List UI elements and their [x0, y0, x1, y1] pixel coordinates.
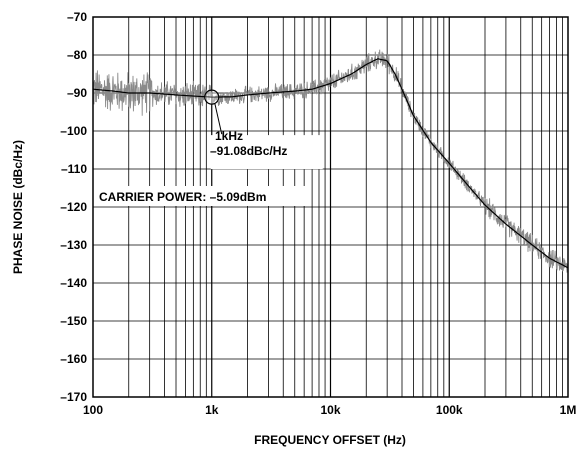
- x-tick-label: 100k: [436, 403, 463, 417]
- annotations: 1kHz –91.08dBc/Hz CARRIER POWER: –5.09dB…: [95, 89, 323, 206]
- carrier-power-label: CARRIER POWER: –5.09dBm: [99, 190, 266, 204]
- plot-frame: [92, 16, 569, 398]
- y-tick-label: –120: [60, 200, 87, 214]
- x-tick-label: 10k: [320, 403, 340, 417]
- marker-leader-line: [214, 102, 223, 135]
- marker-circle: [204, 89, 220, 105]
- noisy-trace-line: [92, 49, 569, 273]
- y-tick-label: –90: [67, 86, 87, 100]
- y-tick-label: –80: [67, 48, 87, 62]
- y-axis-title: PHASE NOISE (dBc/Hz): [11, 140, 25, 274]
- y-tick-label: –70: [67, 10, 87, 24]
- marker-label-box: [210, 135, 323, 170]
- tick-labels: –70 –80 –90 –100 –110 –120 –130 –140 –150 –160 –17…: [60, 10, 576, 417]
- y-tick-label: –170: [60, 390, 87, 404]
- x-tick-label: 1M: [560, 403, 577, 417]
- y-tick-label: –110: [61, 162, 87, 176]
- grid-lines: [93, 17, 568, 397]
- marker-label-frequency: 1kHz: [215, 129, 243, 143]
- marker-label-value: –91.08dBc/Hz: [210, 144, 287, 158]
- y-tick-label: –130: [60, 238, 87, 252]
- smoothed-trace-line: [92, 58, 569, 269]
- y-tick-label: –140: [60, 276, 87, 290]
- x-tick-label: 1k: [205, 403, 219, 417]
- x-tick-label: 100: [83, 403, 103, 417]
- y-tick-label: –100: [60, 124, 87, 138]
- carrier-power-label-box: [95, 186, 308, 206]
- x-axis-title: FREQUENCY OFFSET (Hz): [254, 433, 406, 447]
- y-tick-label: –150: [60, 314, 87, 328]
- series-layer: [92, 49, 569, 273]
- y-tick-label: –160: [60, 352, 87, 366]
